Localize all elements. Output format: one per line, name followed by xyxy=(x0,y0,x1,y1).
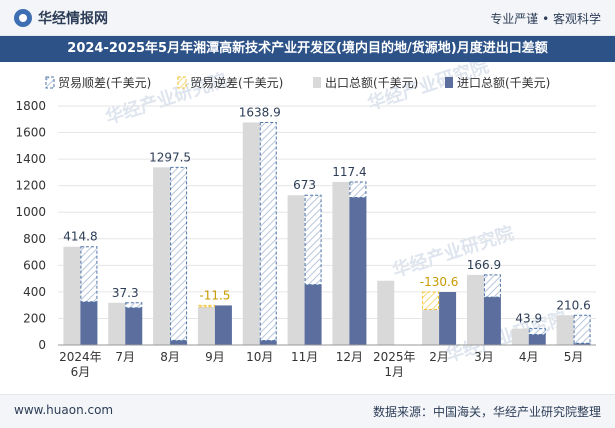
export-bar xyxy=(108,302,126,345)
tagline: 专业严谨 • 客观科学 xyxy=(490,12,601,26)
y-tick-label: 0 xyxy=(38,338,46,352)
deficit-bar xyxy=(197,304,215,308)
footer-url: www.huaon.com xyxy=(14,403,114,417)
y-tick-label: 1200 xyxy=(15,179,46,193)
y-tick-label: 1600 xyxy=(15,126,46,140)
export-bar xyxy=(466,274,484,345)
import-bar xyxy=(483,297,501,345)
legend-swatch-import xyxy=(445,77,453,88)
surplus-bar xyxy=(304,194,322,286)
surplus-bar xyxy=(259,121,277,341)
balance-value-label: 166.9 xyxy=(467,258,501,272)
import-bar xyxy=(573,343,591,345)
import-bar xyxy=(125,307,143,345)
x-tick-label: 9月 xyxy=(205,350,225,364)
x-tick-label: 7月 xyxy=(115,350,135,364)
legend-label-import: 进口总额(千美元) xyxy=(457,76,550,90)
balance-value-label: 43.9 xyxy=(515,312,542,326)
balance-value-label: -130.6 xyxy=(420,275,459,289)
surplus-bar xyxy=(80,246,98,303)
import-bar xyxy=(214,305,232,345)
legend-swatch-surplus xyxy=(45,76,55,89)
surplus-bar xyxy=(170,166,188,341)
export-bar xyxy=(287,195,305,345)
x-tick-label: 11月 xyxy=(291,350,318,364)
x-tick-label: 2025年 xyxy=(373,350,416,364)
y-tick-label: 1400 xyxy=(15,152,46,166)
x-tick-label: 2024年 xyxy=(59,350,102,364)
deficit-bar xyxy=(422,291,440,310)
balance-value-label: 117.4 xyxy=(332,165,366,179)
import-bar xyxy=(528,334,546,345)
export-bar xyxy=(332,181,350,345)
balance-value-label: 210.6 xyxy=(556,298,590,312)
data-source: 数据来源：中国海关，华经产业研究院整理 xyxy=(372,405,601,419)
footer: www.huaon.com 数据来源：中国海关，华经产业研究院整理 xyxy=(0,394,615,428)
y-tick-label: 800 xyxy=(23,232,46,246)
import-bar xyxy=(259,340,277,345)
surplus-bar xyxy=(528,328,546,336)
x-tick-label: 12月 xyxy=(336,350,363,364)
brand: 华经情报网 xyxy=(14,8,108,28)
balance-value-label: 1297.5 xyxy=(149,150,191,164)
balance-value-label: 1638.9 xyxy=(239,105,281,119)
top-header: 华经情报网 专业严谨 • 客观科学 xyxy=(0,0,615,36)
x-tick-label: 8月 xyxy=(160,350,180,364)
export-bar xyxy=(242,122,260,345)
surplus-bar xyxy=(483,274,501,298)
import-bar xyxy=(170,340,188,345)
surplus-bar xyxy=(349,181,367,198)
x-tick-label: 6月 xyxy=(71,365,91,379)
import-bar xyxy=(304,284,322,345)
balance-value-label: 37.3 xyxy=(112,286,139,300)
import-bar xyxy=(439,292,457,345)
watermark-text: 华经产业研究院 xyxy=(390,222,517,282)
y-tick-label: 600 xyxy=(23,258,46,272)
watermark-text: 华经产业研究院 xyxy=(443,307,570,367)
x-tick-label: 4月 xyxy=(519,350,539,364)
y-tick-label: 1000 xyxy=(15,205,46,219)
chart-title: 2024-2025年5月年湘潭高新技术产业开发区(境内目的地/货源地)月度进出口… xyxy=(0,36,615,62)
balance-value-label: 673 xyxy=(293,178,316,192)
import-bar xyxy=(80,301,98,345)
x-tick-label: 5月 xyxy=(564,350,584,364)
export-bar xyxy=(511,328,529,345)
export-bar xyxy=(197,306,215,345)
y-tick-label: 200 xyxy=(23,311,46,325)
legend-label-surplus: 贸易顺差(千美元) xyxy=(58,76,151,90)
surplus-bar xyxy=(125,302,143,309)
y-tick-label: 400 xyxy=(23,285,46,299)
export-bar xyxy=(377,280,395,345)
x-tick-label: 10月 xyxy=(246,350,273,364)
export-bar xyxy=(556,315,574,345)
surplus-bar xyxy=(573,314,591,344)
export-bar xyxy=(153,167,171,345)
brand-name: 华经情报网 xyxy=(38,11,108,27)
export-bar xyxy=(422,309,440,345)
x-tick-label: 2月 xyxy=(429,350,449,364)
legend-label-deficit: 贸易逆差(千美元) xyxy=(190,75,283,90)
import-bar xyxy=(349,197,367,345)
y-tick-label: 1800 xyxy=(15,99,46,113)
export-bar xyxy=(63,246,81,345)
legend-swatch-deficit xyxy=(177,76,187,89)
x-tick-label: 3月 xyxy=(474,350,494,364)
huajing-logo-icon xyxy=(14,9,32,27)
legend-label-export: 出口总额(千美元) xyxy=(325,76,418,90)
legend-swatch-export xyxy=(313,77,321,88)
balance-value-label: -11.5 xyxy=(199,288,230,302)
x-tick-label: 1月 xyxy=(384,365,404,379)
balance-value-label: 414.8 xyxy=(63,230,97,244)
